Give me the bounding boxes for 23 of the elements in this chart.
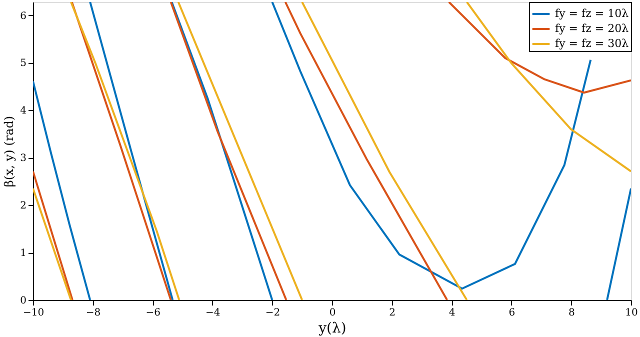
y-tick-label: 2 [20,200,26,212]
x-tick-label: −8 [86,308,101,318]
x-tick-label: 0 [329,308,336,318]
x-tick-label: 4 [448,308,456,318]
legend-label: fy = fz = 10λ [555,7,629,20]
y-tick-label: 6 [20,10,26,22]
legend-label: fy = fz = 30λ [555,37,629,50]
x-tick-label: −4 [206,308,220,318]
x-axis-title: y(λ) [318,320,346,336]
y-tick-label: 0 [20,296,26,306]
x-tick-label: −10 [22,308,44,318]
x-tick-label: 6 [508,308,516,318]
x-tick-label: −6 [146,308,160,318]
x-tick-label: 8 [568,308,575,318]
x-tick-label: 2 [389,308,396,318]
x-tick-label: 10 [625,308,638,318]
x-tick-label: −2 [265,308,280,318]
y-axis-title: β(x, y) (rad) [2,116,16,188]
y-tick-label: 1 [20,248,26,260]
legend-label: fy = fz = 20λ [555,22,629,35]
y-tick-label: 3 [20,153,26,164]
y-tick-label: 4 [20,106,26,117]
y-tick-label: 5 [20,58,26,70]
